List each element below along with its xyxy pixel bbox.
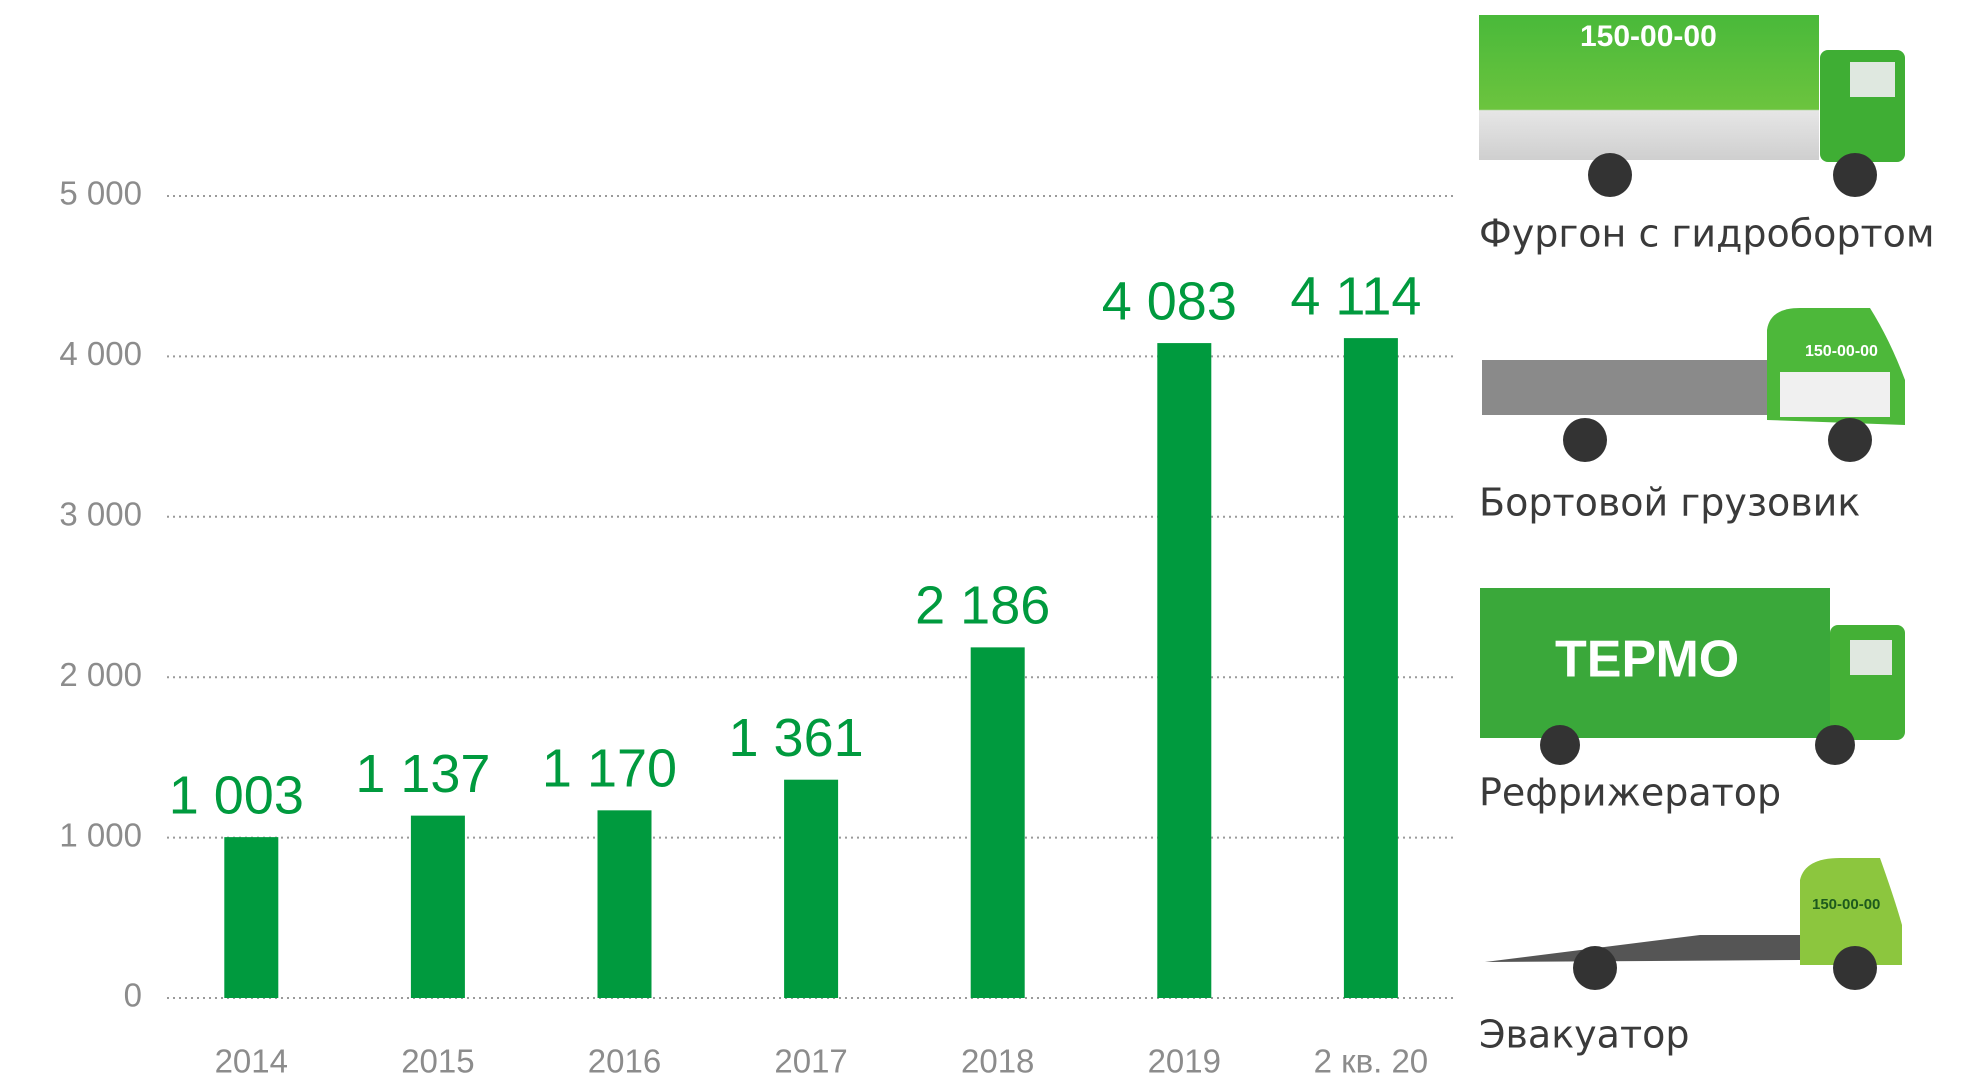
bar [971,647,1025,998]
value-label: 4 114 [1290,266,1421,326]
y-tick-label: 2 000 [59,656,142,693]
value-label: 4 083 [1102,271,1237,331]
bar [1157,343,1211,998]
truck-van: 150-00-00 [1479,15,1905,197]
y-tick-label: 3 000 [59,496,142,533]
truck-tow: 150-00-00 [1485,858,1902,990]
truck-window [1850,640,1892,675]
bar [411,816,465,998]
y-tick-label: 1 000 [59,816,142,853]
vehicle-caption: Бортовой грузовик [1479,481,1860,525]
truck-sign: ТЕРМО [1555,631,1739,689]
truck-bed [1485,935,1800,962]
x-tick-label: 2014 [215,1043,288,1080]
wheel [1540,725,1580,765]
wheel [1573,946,1617,990]
wheel [1833,153,1877,197]
page: Chart {"chart_data": {"type": "bar", "ca… [0,0,1967,1080]
value-label: 1 361 [729,708,864,768]
vehicle-panel: 150-00-00 150-00-00 ТЕРМО 150-00-00 [1479,15,1935,1057]
wheel [1815,725,1855,765]
truck-sign: 150-00-00 [1580,20,1717,53]
vehicle-caption: Эвакуатор [1479,1013,1689,1057]
bar [1344,338,1398,998]
bar [598,810,652,998]
truck-sign: 150-00-00 [1812,896,1880,913]
truck-refrigerator: ТЕРМО [1480,588,1905,765]
x-tick-label: 2019 [1148,1043,1221,1080]
wheel [1828,418,1872,462]
truck-flatbed: 150-00-00 [1482,308,1905,462]
truck-window [1850,62,1895,97]
bar [784,780,838,998]
x-tick-label: 2 кв. 20 [1314,1043,1429,1080]
y-tick-label: 4 000 [59,335,142,372]
x-tick-label: 2016 [588,1043,661,1080]
wheel [1833,946,1877,990]
value-label: 1 170 [542,739,677,799]
y-tick-label: 5 000 [59,175,142,212]
page-body: 150-00-00 150-00-00 ТЕРМО 150-00-00 [0,0,1967,1080]
vehicle-caption: Фургон с гидробортом [1479,212,1935,256]
chart: 150-00-00 150-00-00 ТЕРМО 150-00-00 [0,0,1967,1080]
value-label: 1 137 [355,744,490,804]
value-label: 1 003 [169,765,304,825]
x-tick-label: 2015 [401,1043,474,1080]
value-label: 2 186 [915,576,1050,636]
truck-bed [1482,360,1767,415]
vehicle-caption: Рефрижератор [1479,771,1781,815]
wheel [1588,153,1632,197]
wheel [1563,418,1607,462]
truck-sign: 150-00-00 [1805,343,1878,360]
x-tick-label: 2018 [961,1043,1034,1080]
bar [224,837,278,998]
x-tick-label: 2017 [774,1043,847,1080]
y-tick-label: 0 [124,977,142,1014]
truck-panel [1780,372,1890,417]
